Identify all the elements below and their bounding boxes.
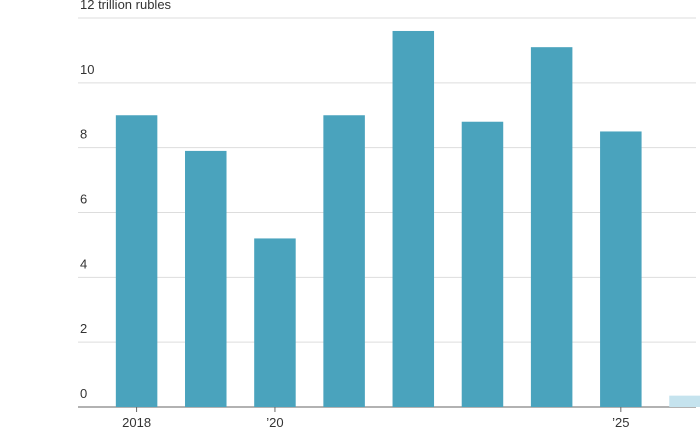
- y-tick-label: 10: [80, 62, 94, 77]
- bar: [392, 30, 435, 407]
- x-tick-label: ’25: [612, 415, 629, 430]
- y-tick-label: 2: [80, 321, 87, 336]
- y-tick-label: 12 trillion rubles: [80, 0, 172, 12]
- bar: [185, 150, 227, 408]
- y-tick-label: 8: [80, 127, 87, 142]
- bar: [600, 131, 642, 408]
- bar: [461, 121, 504, 407]
- bar: [115, 115, 158, 407]
- x-tick-label: 2018: [122, 415, 151, 430]
- bar: [254, 238, 296, 407]
- y-tick-label: 0: [80, 386, 87, 401]
- bar: [669, 395, 700, 407]
- bar: [530, 47, 573, 408]
- x-tick-label: ’20: [266, 415, 283, 430]
- y-tick-label: 4: [80, 256, 87, 271]
- y-tick-label: 6: [80, 192, 87, 207]
- bar: [323, 115, 365, 407]
